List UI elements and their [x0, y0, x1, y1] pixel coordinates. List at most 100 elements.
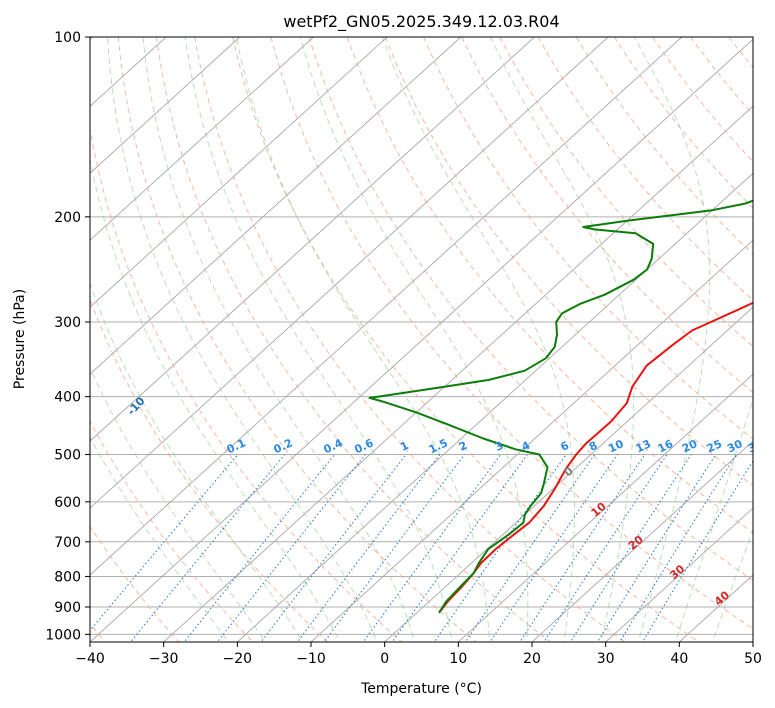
x-axis-label: Temperature (°C)	[360, 681, 482, 697]
isotherm-line	[90, 38, 753, 642]
dry-adiabat-line	[90, 419, 254, 642]
mixing-ratio-line	[464, 454, 596, 642]
mixing-ratio-label: 0.2	[272, 436, 295, 456]
x-tick-label: 10	[449, 651, 467, 667]
dry-adiabat-label: -10	[125, 394, 148, 418]
dry-adiabat-line	[385, 37, 753, 487]
dry-adiabat-line	[232, 37, 700, 642]
dry-adiabat-line	[270, 37, 753, 630]
mixing-ratio-label: 36	[746, 437, 766, 455]
x-tick-label: −10	[296, 651, 326, 667]
dry-adiabat-line	[767, 37, 775, 647]
mixing-ratio-line	[569, 454, 692, 642]
isotherm-line	[679, 574, 753, 642]
moist-adiabat-line	[90, 436, 229, 642]
mixing-ratio-label: 0.4	[322, 436, 345, 456]
mixing-ratio-line	[129, 454, 285, 642]
moist-adiabat-line	[90, 366, 266, 642]
y-tick-label: 700	[54, 535, 81, 551]
dry-adiabat-line	[117, 37, 477, 642]
isotherm-line	[752, 641, 753, 642]
mixing-ratio-line	[216, 454, 366, 642]
mixing-ratio-label: 6	[559, 439, 572, 454]
dry-adiabat-line	[499, 37, 753, 347]
mixing-ratio-line	[543, 454, 668, 642]
moist-adiabat-line	[107, 37, 378, 642]
isotherm-line	[237, 172, 753, 642]
x-tick-label: 40	[670, 651, 688, 667]
mixing-ratio-label: 13	[634, 437, 653, 455]
chart-title: wetPf2_GN05.2025.349.12.03.R04	[283, 12, 559, 32]
moist-adiabat-label: 10	[589, 500, 609, 520]
dry-adiabat-line	[308, 37, 753, 582]
dry-adiabat-line	[537, 37, 753, 301]
y-tick-label: 200	[54, 210, 81, 226]
x-tick-label: 50	[744, 651, 762, 667]
x-tick-label: −30	[149, 651, 179, 667]
mixing-ratio-label: 10	[606, 437, 626, 455]
mixing-ratio-label: 25	[705, 437, 724, 455]
moist-adiabat-line	[90, 281, 304, 642]
plot-frame	[89, 36, 754, 643]
y-tick-label: 800	[54, 569, 81, 585]
moist-adiabat-line	[184, 37, 453, 642]
isotherm-line	[310, 239, 753, 642]
temperature-profile-line	[438, 301, 753, 614]
isotherm-line	[384, 306, 753, 642]
dewpoint-profile-line	[368, 199, 753, 614]
y-tick-label: 1000	[45, 627, 81, 643]
mixing-ratio-line	[90, 454, 239, 632]
moist-adiabat-label: 40	[712, 588, 732, 608]
moist-adiabat-line	[633, 37, 711, 642]
dry-adiabat-line	[90, 124, 403, 642]
isotherm-line	[90, 37, 609, 509]
moist-adiabat-line	[142, 37, 416, 642]
isotherm-line	[90, 37, 462, 375]
moist-adiabat-label: 20	[626, 533, 646, 553]
mixing-ratio-line	[519, 454, 646, 642]
moist-adiabat-line	[90, 157, 341, 642]
y-tick-label: 900	[54, 600, 81, 616]
mixing-ratio-line	[619, 454, 737, 642]
isotherm-line	[90, 37, 683, 576]
moist-adiabat-line	[674, 396, 753, 642]
mixing-ratio-label: 1.5	[427, 436, 450, 456]
isotherm-line	[90, 37, 535, 442]
mixing-ratio-line	[489, 454, 618, 642]
dry-adiabat-line	[728, 37, 753, 69]
mixing-ratio-label: 30	[725, 437, 745, 455]
dry-adiabat-label: -20	[49, 355, 72, 379]
mixing-ratio-label: 16	[656, 437, 676, 455]
moist-adiabat-line	[711, 529, 753, 642]
isotherm-line	[90, 37, 241, 174]
mixing-ratio-line	[183, 454, 335, 642]
dry-adiabat-line	[194, 37, 626, 642]
y-tick-label: 300	[54, 315, 81, 331]
x-tick-label: −20	[223, 651, 253, 667]
dry-adiabat-label: -30	[0, 315, 4, 339]
moist-adiabat-label: 30	[667, 562, 687, 582]
isotherm-line	[531, 440, 753, 642]
isotherm-line	[605, 507, 753, 642]
moist-adiabat-line	[490, 37, 635, 642]
moist-adiabat-line	[382, 37, 575, 642]
dry-adiabat-line	[90, 298, 329, 642]
x-tick-label: 0	[380, 651, 389, 667]
dry-adiabat-line	[613, 37, 753, 209]
mixing-ratio-label: 1	[398, 439, 410, 454]
dry-adiabat-line	[461, 37, 753, 394]
dry-adiabat-line	[423, 37, 753, 440]
dry-adiabat-line	[652, 37, 753, 163]
isotherm-line	[90, 37, 388, 308]
mixing-ratio-line	[596, 454, 717, 642]
mixing-ratio-line	[642, 460, 753, 642]
mixing-ratio-line	[391, 454, 528, 642]
dry-adiabat-line	[690, 37, 753, 116]
dry-adiabat-line	[346, 37, 753, 534]
x-tick-label: 30	[597, 651, 615, 667]
x-tick-label: 20	[523, 651, 541, 667]
x-tick-label: −40	[75, 651, 105, 667]
moist-adiabat-line	[235, 37, 490, 642]
dry-adiabat-line	[156, 37, 552, 642]
